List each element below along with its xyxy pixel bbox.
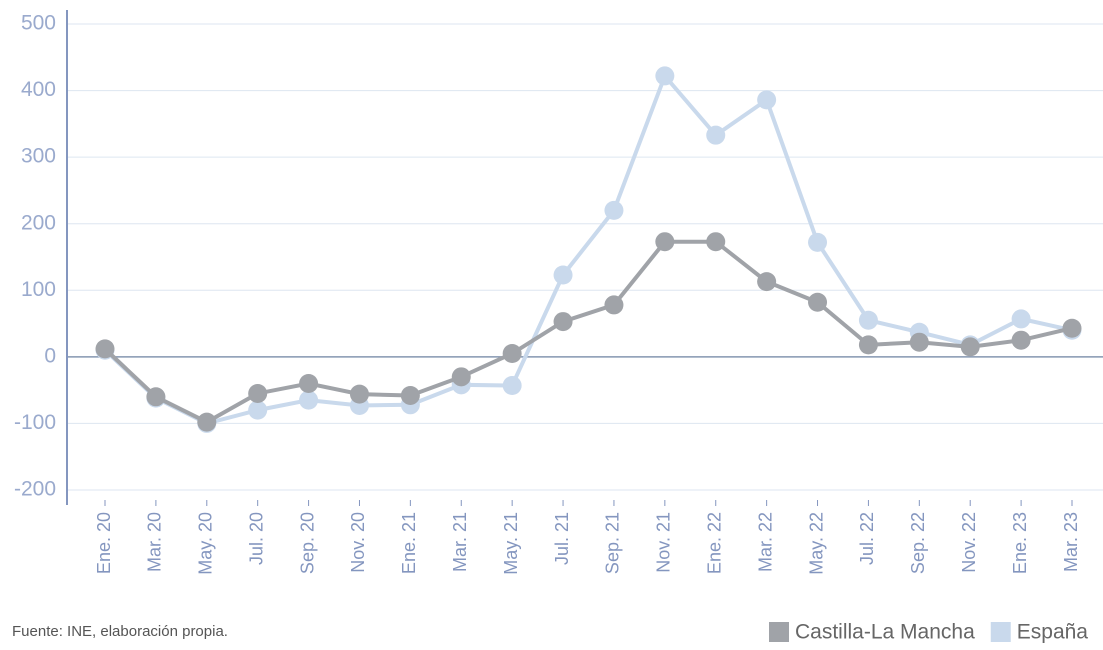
x-tick-label: Ene. 22	[704, 512, 724, 574]
data-point	[757, 272, 777, 292]
data-point	[553, 312, 573, 332]
y-tick-label: 100	[21, 278, 56, 301]
data-point	[604, 200, 624, 220]
data-point	[604, 295, 624, 315]
legend-label: Castilla-La Mancha	[795, 621, 975, 644]
data-point	[451, 367, 471, 387]
x-tick-label: Sep. 22	[908, 512, 928, 574]
legend-swatch	[990, 622, 1011, 642]
data-point	[706, 125, 726, 145]
data-point	[197, 412, 217, 432]
data-point	[858, 335, 878, 355]
data-point	[757, 90, 777, 110]
data-point	[146, 387, 166, 407]
x-tick-label: Mar. 22	[755, 512, 775, 572]
x-tick-label: May. 21	[501, 512, 521, 575]
x-tick-label: Mar. 20	[145, 512, 165, 572]
legend-swatch	[769, 622, 789, 642]
x-tick-label: Sep. 20	[297, 512, 317, 574]
legend-label: España	[1017, 621, 1089, 644]
x-tick-label: Ene. 20	[94, 512, 114, 574]
source-note: Fuente: INE, elaboración propia.	[12, 623, 228, 640]
x-tick-label: Sep. 21	[603, 512, 623, 574]
data-point	[655, 66, 675, 86]
data-point	[248, 400, 268, 420]
y-tick-label: -100	[14, 411, 56, 434]
y-tick-label: 0	[44, 344, 56, 367]
data-point	[299, 373, 319, 393]
data-point	[400, 385, 420, 405]
data-point	[808, 232, 828, 252]
data-point	[502, 375, 522, 395]
x-tick-label: Mar. 21	[450, 512, 470, 572]
data-point	[909, 332, 929, 352]
data-point	[960, 337, 980, 357]
data-point	[502, 344, 522, 364]
data-point	[299, 390, 319, 410]
x-tick-label: Jul. 22	[857, 512, 877, 565]
data-point	[248, 383, 268, 403]
y-tick-label: 200	[21, 211, 56, 234]
x-tick-label: Ene. 21	[399, 512, 419, 574]
y-tick-label: 400	[21, 78, 56, 101]
x-tick-label: Jul. 21	[552, 512, 572, 565]
x-tick-label: May. 22	[806, 512, 826, 575]
data-point	[706, 232, 726, 252]
data-point	[349, 384, 369, 404]
y-tick-label: -200	[14, 478, 56, 501]
x-tick-label: Mar. 23	[1061, 512, 1081, 572]
x-tick-label: Ene. 23	[1010, 512, 1030, 574]
y-tick-label: 300	[21, 145, 56, 168]
x-tick-label: Nov. 20	[348, 512, 368, 573]
data-point	[553, 265, 573, 285]
series-line	[103, 72, 1073, 426]
data-point	[95, 339, 115, 359]
x-tick-label: Nov. 22	[959, 512, 979, 573]
data-point	[1062, 318, 1082, 338]
data-point	[1011, 330, 1031, 350]
x-tick-label: Nov. 21	[654, 512, 674, 573]
y-tick-label: 500	[21, 12, 56, 35]
x-tick-label: May. 20	[196, 512, 216, 575]
data-point	[655, 232, 675, 252]
data-point	[808, 292, 828, 312]
data-point	[1011, 309, 1031, 329]
x-tick-label: Jul. 20	[246, 512, 266, 565]
data-point	[858, 310, 878, 330]
